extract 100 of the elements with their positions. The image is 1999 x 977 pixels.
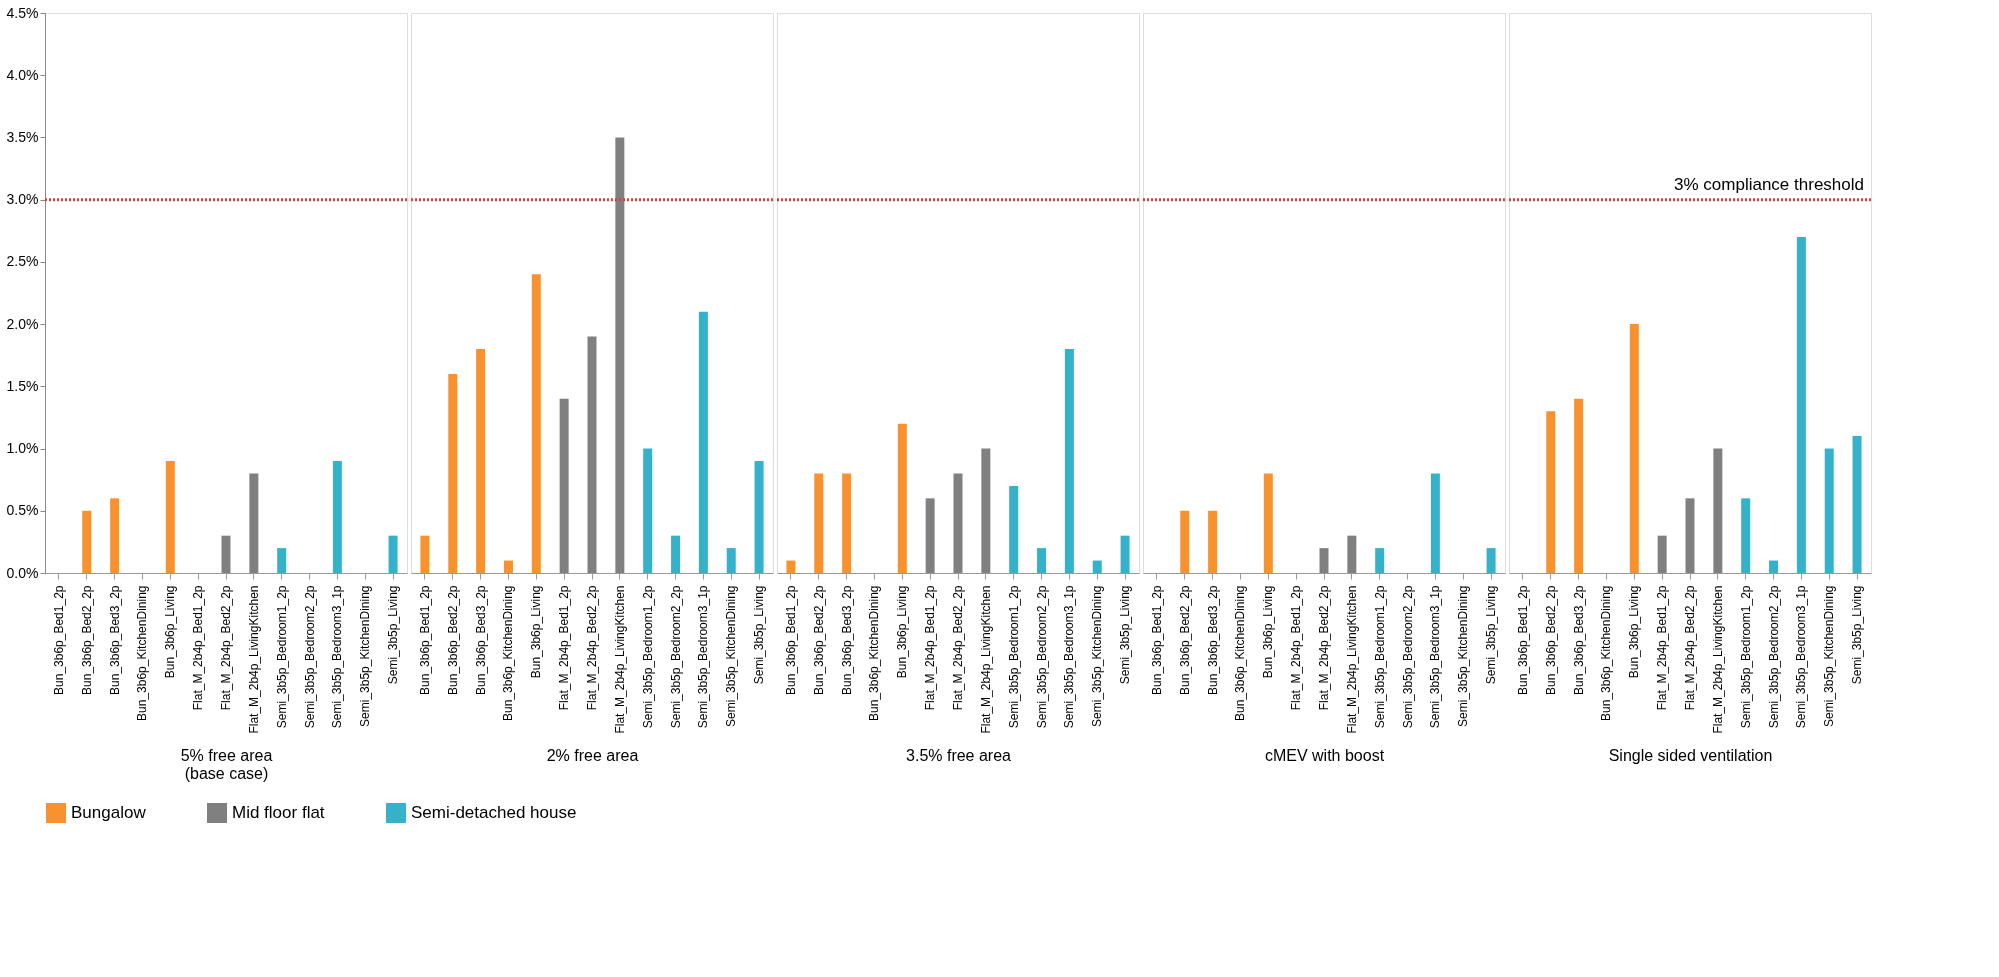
x-tick-label: Bun_3b6p_KitchenDining	[501, 585, 516, 721]
bar	[165, 461, 175, 573]
bar	[448, 373, 458, 573]
bar	[1319, 548, 1329, 573]
bar	[82, 510, 92, 573]
x-tick-label: Flat_M_2b4p_Bed2_2p	[219, 585, 233, 711]
x-axis-title: 5% free area (base case)	[180, 746, 273, 782]
x-tick-label: Flat_M_2b4p_Bed2_2p	[1683, 585, 1697, 711]
y-tick-label: 1.5%	[6, 377, 39, 394]
y-tick-label: 3.0%	[6, 191, 39, 208]
x-tick-label: Bun_3b6p_Living	[895, 585, 910, 679]
y-tick-label: 0.5%	[6, 502, 39, 519]
bar	[332, 461, 342, 573]
x-tick-label: Semi_3b5p_Living	[1850, 585, 1865, 685]
bar	[698, 311, 708, 573]
x-axis-title: 3.5% free area	[906, 746, 1012, 764]
y-tick-label: 2.5%	[6, 253, 39, 270]
x-tick-label: Semi_3b5p_Bedroom3_1p	[1428, 585, 1443, 729]
bar	[981, 448, 991, 573]
bar	[1796, 237, 1806, 573]
legend-label: Mid floor flat	[232, 803, 325, 822]
x-tick-label: Semi_3b5p_Bedroom1_2p	[640, 585, 655, 729]
x-tick-label: Semi_3b5p_KitchenDining	[358, 585, 373, 727]
x-tick-label: Bun_3b6p_Bed3_2p	[1205, 585, 1220, 695]
x-tick-label: Bun_3b6p_Bed3_2p	[1571, 585, 1586, 695]
y-tick-label: 4.0%	[6, 66, 39, 83]
bar	[503, 560, 513, 573]
bar	[1347, 535, 1357, 573]
bar	[1009, 485, 1019, 573]
x-tick-label: Flat_M_2b4p_Bed1_2p	[1655, 585, 1670, 711]
bar	[1180, 510, 1190, 573]
y-tick-label: 1.0%	[6, 440, 39, 457]
x-tick-label: Semi_3b5p_Bedroom1_2p	[1006, 585, 1021, 729]
bar	[726, 548, 736, 573]
x-tick-label: Flat_M_2b4p_LivingKitchen	[978, 585, 993, 734]
x-tick-label: Flat_M_2b4p_Bed2_2p	[585, 585, 599, 711]
bar	[615, 137, 625, 573]
bar	[1486, 548, 1496, 573]
bar	[1713, 448, 1723, 573]
x-tick-label: Semi_3b5p_Living	[752, 585, 767, 685]
y-tick-label: 2.0%	[6, 315, 39, 332]
bar	[1546, 411, 1556, 573]
x-tick-label: Bun_3b6p_Bed3_2p	[107, 585, 122, 695]
bar	[1769, 560, 1779, 573]
bar	[476, 349, 486, 573]
x-tick-label: Semi_3b5p_KitchenDining	[1456, 585, 1471, 727]
y-tick-label: 0.0%	[6, 564, 39, 581]
x-tick-label: Bun_3b6p_KitchenDining	[1599, 585, 1614, 721]
ref-line-label: 3% compliance threshold	[1674, 174, 1864, 194]
x-tick-label: Bun_3b6p_Bed3_2p	[839, 585, 854, 695]
bar	[388, 535, 398, 573]
bar	[221, 535, 231, 573]
bar	[1120, 535, 1130, 573]
bar	[671, 535, 681, 573]
x-tick-label: Bun_3b6p_Bed1_2p	[783, 585, 798, 695]
x-tick-label: Bun_3b6p_Bed1_2p	[1149, 585, 1164, 695]
bar	[1657, 535, 1667, 573]
x-tick-label: Semi_3b5p_Bedroom2_2p	[1034, 585, 1049, 729]
bar	[1064, 349, 1074, 573]
x-tick-label: Bun_3b6p_KitchenDining	[1233, 585, 1248, 721]
bar	[1037, 548, 1047, 573]
x-tick-label: Bun_3b6p_Bed2_2p	[811, 585, 826, 695]
x-tick-label: Semi_3b5p_Bedroom1_2p	[274, 585, 289, 729]
x-tick-label: Flat_M_2b4p_Bed1_2p	[923, 585, 938, 711]
x-tick-label: Flat_M_2b4p_Bed2_2p	[951, 585, 965, 711]
x-tick-label: Semi_3b5p_Bedroom2_2p	[668, 585, 683, 729]
x-axis-title: Single sided ventilation	[1608, 746, 1773, 764]
x-tick-label: Semi_3b5p_KitchenDining	[724, 585, 739, 727]
x-tick-label: Flat_M_2b4p_Bed1_2p	[191, 585, 206, 711]
x-tick-label: Bun_3b6p_Living	[1261, 585, 1276, 679]
x-tick-label: Bun_3b6p_Bed2_2p	[79, 585, 94, 695]
bar	[953, 473, 963, 573]
x-tick-label: Flat_M_2b4p_LivingKitchen	[612, 585, 627, 734]
bar	[897, 423, 907, 573]
x-tick-label: Semi_3b5p_Bedroom3_1p	[1062, 585, 1077, 729]
bar	[643, 448, 653, 573]
x-tick-label: Semi_3b5p_Bedroom3_1p	[1794, 585, 1809, 729]
bar	[249, 473, 259, 573]
bar	[754, 461, 764, 573]
bar	[1824, 448, 1834, 573]
x-tick-label: Semi_3b5p_Bedroom1_2p	[1372, 585, 1387, 729]
x-tick-label: Semi_3b5p_Living	[386, 585, 401, 685]
x-tick-label: Semi_3b5p_Bedroom2_2p	[302, 585, 317, 729]
bar	[1741, 498, 1751, 573]
x-tick-label: Bun_3b6p_Bed2_2p	[1543, 585, 1558, 695]
y-tick-label: 4.5%	[6, 4, 39, 21]
x-tick-label: Flat_M_2b4p_LivingKitchen	[1344, 585, 1359, 734]
x-tick-label: Flat_M_2b4p_LivingKitchen	[1710, 585, 1725, 734]
x-tick-label: Semi_3b5p_Bedroom3_1p	[696, 585, 711, 729]
bar	[1685, 498, 1695, 573]
bar	[277, 548, 287, 573]
x-tick-label: Bun_3b6p_KitchenDining	[135, 585, 150, 721]
x-tick-label: Bun_3b6p_KitchenDining	[867, 585, 882, 721]
bar	[1574, 398, 1584, 573]
x-tick-label: Flat_M_2b4p_Bed1_2p	[557, 585, 572, 711]
x-tick-label: Flat_M_2b4p_LivingKitchen	[246, 585, 261, 734]
x-tick-label: Semi_3b5p_KitchenDining	[1090, 585, 1105, 727]
x-tick-label: Semi_3b5p_Living	[1118, 585, 1133, 685]
bar	[110, 498, 120, 573]
x-tick-label: Semi_3b5p_Living	[1484, 585, 1499, 685]
